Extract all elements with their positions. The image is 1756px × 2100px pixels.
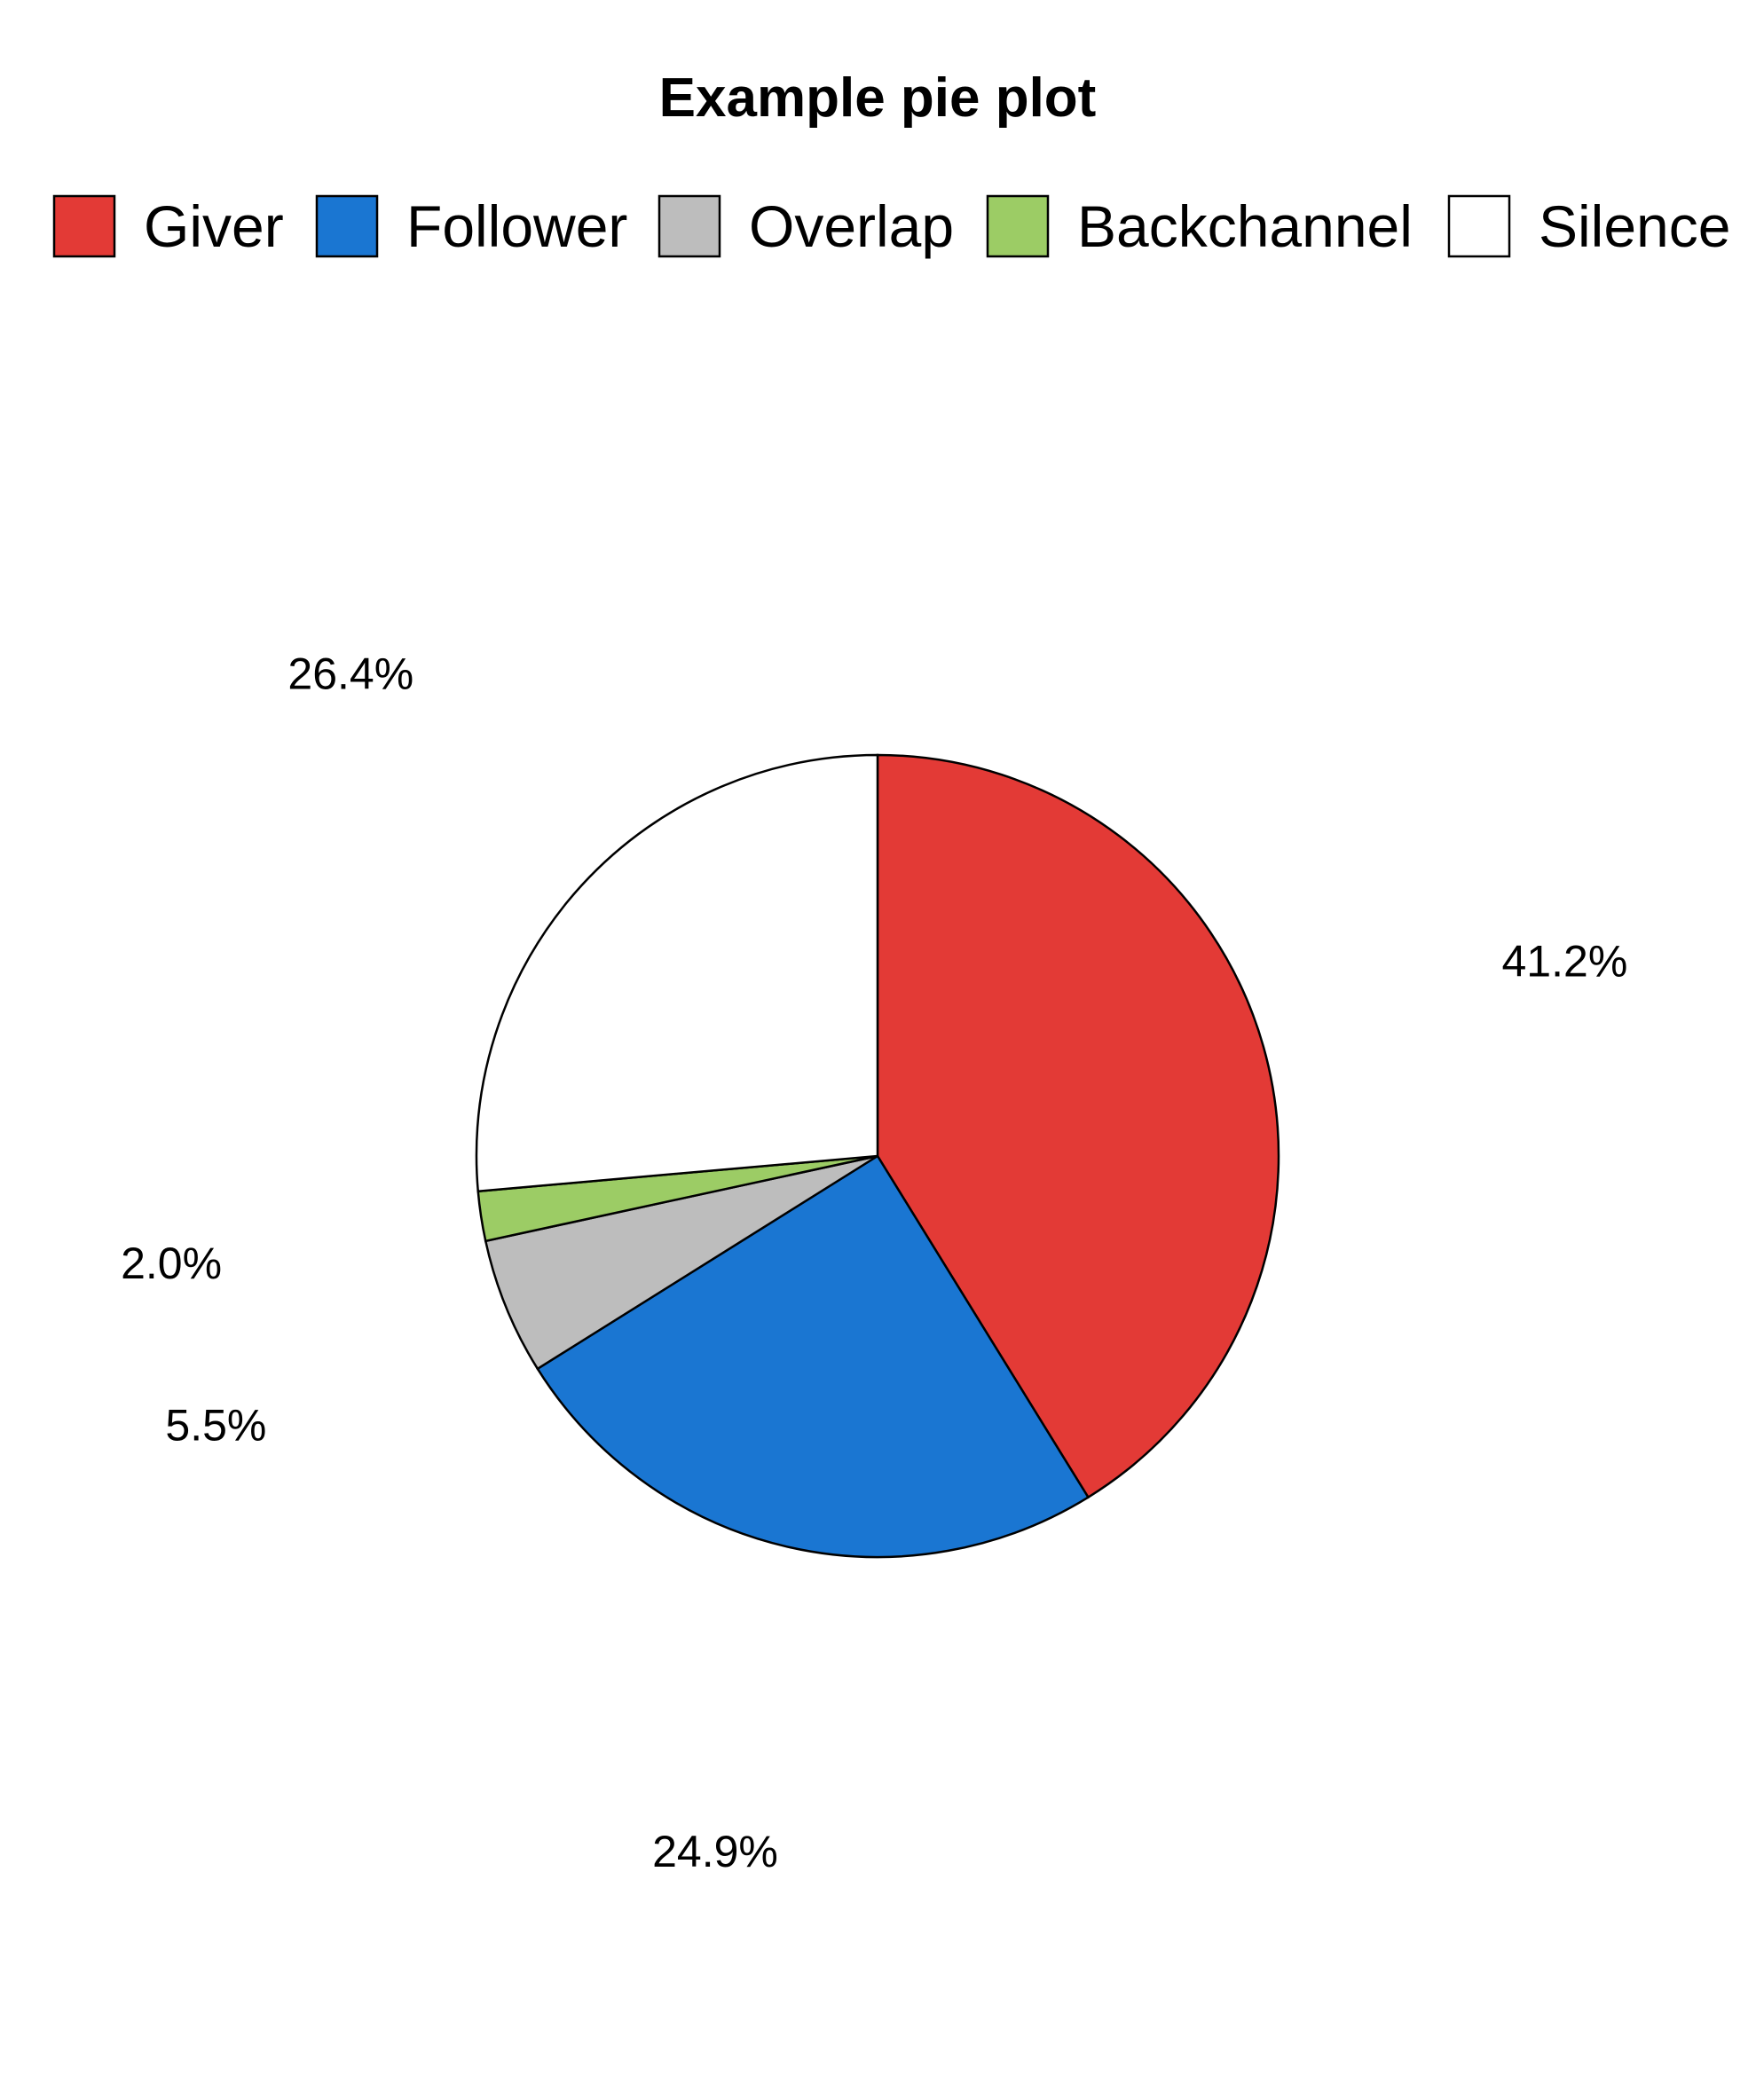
legend-swatch-backchannel (986, 194, 1050, 258)
legend-swatch-follower (315, 194, 379, 258)
slice-label-follower: 24.9% (652, 1827, 778, 1876)
legend-swatch-giver (52, 194, 116, 258)
slice-label-silence: 26.4% (287, 649, 413, 698)
pie-slice-silence (475, 753, 879, 1193)
pie-slice-giver (876, 753, 1280, 1499)
legend-label-silence: Silence (1539, 193, 1730, 259)
legend-label-backchannel: Backchannel (1077, 193, 1413, 259)
pie-slices (475, 753, 1280, 1559)
pie-slice-follower (536, 1154, 1091, 1559)
slice-labels: 41.2% 24.9% 5.5% 2.0% 26.4% (121, 649, 1627, 1876)
legend-label-follower: Follower (406, 193, 627, 259)
legend-label-overlap: Overlap (749, 193, 954, 259)
pie-slice-overlap (484, 1154, 878, 1371)
legend-swatch-silence (1447, 194, 1511, 258)
legend-label-giver: Giver (144, 193, 284, 259)
legend-swatch-overlap (658, 194, 721, 258)
slice-label-overlap: 5.5% (165, 1400, 266, 1450)
slice-label-backchannel: 2.0% (121, 1239, 222, 1288)
slice-label-giver: 41.2% (1502, 936, 1628, 986)
chart-title: Example pie plot (659, 67, 1097, 129)
legend: Giver Follower Overlap Backchannel Silence (52, 193, 1730, 259)
